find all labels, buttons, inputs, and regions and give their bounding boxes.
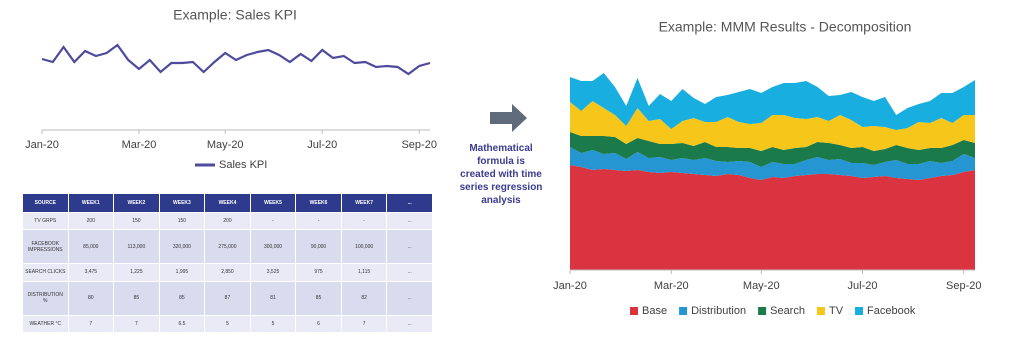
table-cell: 85 [296,281,341,315]
table-cell: - [341,213,387,230]
area [570,165,975,270]
table-cell: 81 [250,281,296,315]
table-cell: 1,115 [341,264,387,281]
table-cell: 87 [205,281,250,315]
x-tick-label: May-20 [743,280,780,292]
legend-swatch [758,307,767,315]
chart-title: Example: MMM Results - Decomposition [659,19,912,35]
table-cell: 200 [205,213,250,230]
table-cell: 85 [159,281,205,315]
table-cell: 150 [159,213,205,230]
table-cell: 6.5 [159,315,205,332]
table-cell: WEATHER °C [23,315,68,332]
table-row: DISTRIBUTION % 80 85 85 87 81 85 82... [23,281,432,315]
table-cell: FACEBOOK IMPRESSIONS [23,230,68,264]
table-cell: 5 [250,315,296,332]
header-row: SOURCE WEEK1 WEEK2 WEEK3 WEEK4 WEEK5 WEEK6 WEEK… [23,194,432,212]
table-cell: 320,000 [159,230,205,264]
header-cell: WEEK6 [296,194,341,212]
table-cell: 1,225 [114,264,159,281]
legend-label: Sales KPI [219,159,267,171]
table-cell: TV GRPS [23,213,68,230]
table-cell: 100,000 [341,230,387,264]
table-cell: 82 [341,281,387,315]
table-cell: 200 [68,213,114,230]
table-cell: 85,000 [68,230,114,264]
table-cell: ... [387,213,432,230]
x-tick-label: Mar-20 [654,280,689,292]
area [570,147,975,180]
table-cell: - [296,213,341,230]
x-tick-label: Jan-20 [25,139,59,151]
table-cell: 113,000 [114,230,159,264]
table-cell: 6 [296,315,341,332]
x-tick-label: Jul-20 [848,280,878,292]
header-cell: WEEK4 [205,194,250,212]
table-cell: 80 [68,281,114,315]
legend-swatch [630,307,638,315]
table-cell: 1,995 [159,264,205,281]
table-cell: 275,000 [205,230,250,264]
x-tick-label: May-20 [207,139,244,151]
table-row: WEATHER °C 7 7 6.5 5 5 6 7... [23,315,432,332]
table-cell: ... [387,315,432,332]
x-tick-label: Jan-20 [553,280,587,292]
table-cell: SEARCH CLICKS [23,264,68,281]
legend-label: Base [642,305,667,317]
x-tick-label: Sep-20 [401,139,436,151]
legend-label: Distribution [691,305,746,317]
table-cell: 85 [114,281,159,315]
table-cell: 3,475 [68,264,114,281]
header-cell: WEEK1 [68,194,114,212]
table-row: TV GRPS 200 150 150 200- - -... [23,213,432,230]
table-cell: 300,000 [250,230,296,264]
header-cell: SOURCE [23,194,68,212]
table-cell: - [250,213,296,230]
area [570,101,975,151]
chart-title: Example: Sales KPI [173,7,297,23]
header-cell: WEEK7 [341,194,387,212]
data-table: SOURCE WEEK1 WEEK2 WEEK3 WEEK4 WEEK5 WEEK6 WEEK… [22,193,433,333]
table-cell: 7 [341,315,387,332]
table-cell: 2,850 [205,264,250,281]
legend-label: Search [770,305,805,317]
table-row: FACEBOOK IMPRESSIONS 85,000 113,000 320,000… [23,230,432,264]
legend-swatch [679,307,688,315]
table-cell: DISTRIBUTION % [23,281,68,315]
line [41,43,431,76]
legend-swatch [855,307,864,315]
table-cell: ... [387,230,432,264]
table-cell: 150 [114,213,159,230]
table-cell: 5 [205,315,250,332]
header-cell: ... [387,194,432,212]
area [570,73,975,130]
header-cell: WEEK2 [114,194,159,212]
x-tick-label: Sep-20 [946,280,981,292]
header-cell: WEEK5 [250,194,296,212]
table-cell: 7 [114,315,159,332]
legend-swatch [816,307,825,315]
table-cell: 3,525 [250,264,296,281]
x-tick-label: Jul-20 [307,139,337,151]
table-cell: 975 [296,264,341,281]
area [570,132,975,167]
table-cell: ... [387,264,432,281]
x-tick-label: Mar-20 [122,139,157,151]
table-row: SEARCH CLICKS 3,475 1,225 1,995 2,850 3,525 97… [23,264,432,281]
table-cell: ... [387,281,432,315]
table-cell: 7 [68,315,114,332]
legend-label: Facebook [867,305,916,317]
annotation: Mathematical formula is created with tim… [459,143,543,206]
legend-label: TV [829,305,844,317]
header-cell: WEEK3 [159,194,205,212]
table-cell: 90,000 [296,230,341,264]
arrow [490,104,527,132]
